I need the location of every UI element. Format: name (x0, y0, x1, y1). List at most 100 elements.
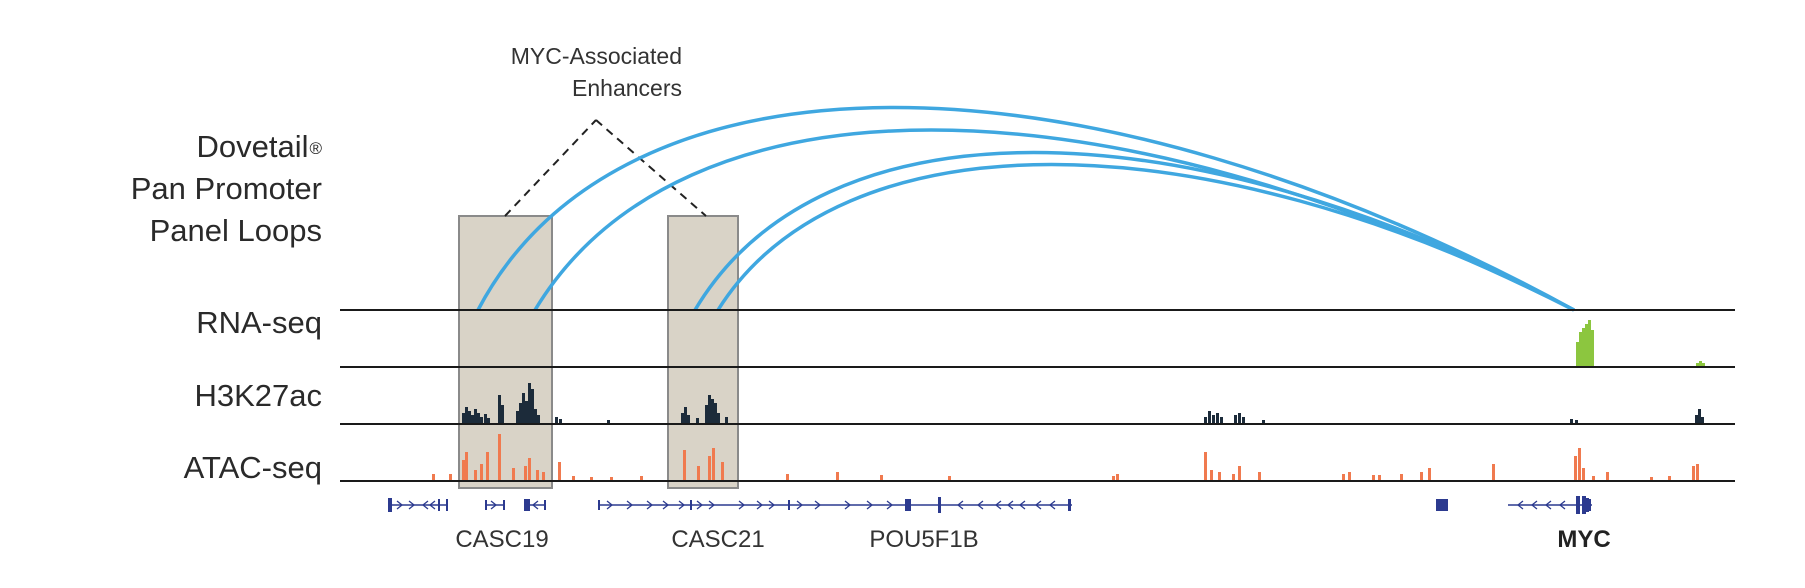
gene-strand-chevron (531, 500, 539, 510)
rna-peaks-bar (1585, 324, 1588, 366)
gene-label-casc21: CASC21 (671, 526, 765, 553)
atac-peaks-bar (708, 456, 711, 480)
atac-peaks-bar (465, 452, 468, 480)
atac-peaks-bar (948, 476, 951, 480)
atac-peaks-bar (786, 474, 789, 480)
gene-exon (1589, 499, 1591, 511)
atac-peaks-bar (1582, 468, 1585, 480)
h3-peaks-bar (1695, 415, 1698, 423)
gene-strand-chevron (1048, 500, 1056, 510)
rna-peaks-bar (1582, 328, 1585, 366)
gene-strand-chevron (1018, 500, 1026, 510)
loop-arc-3 (693, 150, 1575, 312)
h3-peaks-bar (525, 401, 528, 423)
gene-exon (446, 499, 448, 511)
gene-exon (1068, 499, 1071, 511)
gene-strand-chevron (626, 500, 634, 510)
atac-peaks-bar (462, 460, 465, 480)
gene-strand-chevron (490, 500, 498, 510)
h3-peaks-bar (465, 407, 468, 423)
track-label-rna-seq: RNA-seq (196, 305, 322, 340)
gene-strand-chevron (1006, 500, 1014, 510)
atac-peaks-bar (449, 474, 452, 480)
h3-peaks-bar (1575, 420, 1578, 423)
atac-peaks-bar (1574, 456, 1577, 480)
h3-peaks-bar (462, 413, 465, 423)
rna-peaks-bar (1696, 363, 1699, 366)
atac-peaks-bar (1232, 474, 1235, 480)
h3-peaks-bar (1212, 415, 1215, 423)
atac-peaks-bar (697, 466, 700, 480)
h3-peaks-bar (555, 417, 558, 423)
gene-label-myc: MYC (1557, 526, 1611, 553)
gene-strand-chevron (844, 500, 852, 510)
gene-exon (544, 500, 546, 510)
gene-strand-chevron (1544, 500, 1552, 510)
gene-strand-chevron (768, 500, 776, 510)
h3-peaks-bar (725, 417, 728, 423)
h3-peaks-bar (531, 389, 534, 423)
panel-title-line1: Dovetail (196, 129, 309, 164)
atac-peaks-bar (542, 472, 545, 480)
atac-peaks-bar (1578, 448, 1581, 480)
atac-peaks-bar (1342, 474, 1345, 480)
h3-peaks-bar (528, 383, 531, 423)
atac-peaks-bar (1258, 472, 1261, 480)
gene-strand-chevron (886, 500, 894, 510)
atac-peaks-bar (1378, 475, 1381, 480)
atac-peaks-bar (474, 470, 477, 480)
h3-peaks-bar (534, 409, 537, 423)
chromatin-loops (476, 105, 1575, 312)
gene-exon (690, 500, 692, 510)
gene-strand-chevron (738, 500, 746, 510)
atac-peaks-bar (1116, 474, 1119, 480)
atac-peaks-bar (1204, 452, 1207, 480)
rna-peaks-bar (1576, 342, 1579, 366)
h3-peaks-bar (708, 395, 711, 423)
h3-peaks-bar (1216, 413, 1219, 423)
gene-strand-chevron (662, 500, 670, 510)
gene-exon (788, 500, 790, 510)
gene-strand-chevron (646, 500, 654, 510)
gene-exon (524, 499, 530, 511)
h3-peaks-bar (559, 419, 562, 423)
atac-peaks-bar (880, 475, 883, 480)
h3-peaks-bar (498, 395, 501, 423)
registered-mark: ® (309, 139, 322, 158)
gene-strand-chevron (1558, 500, 1566, 510)
gene-strand-chevron (428, 500, 436, 510)
h3-peaks-bar (711, 399, 714, 423)
h3-peaks-bar (1238, 413, 1241, 423)
atac-peaks-bar (1492, 464, 1495, 480)
atac-peaks-bar (1668, 476, 1671, 480)
atac-peaks-bar (1218, 472, 1221, 480)
atac-peaks-bar (610, 477, 613, 480)
panel-title-line3: Panel Loops (149, 213, 322, 248)
atac-peaks-bar (712, 448, 715, 480)
h3-peaks-bar (484, 414, 487, 423)
enhancer-annotation: MYC-Associated Enhancers (420, 40, 682, 104)
h3-peaks-bar (474, 409, 477, 423)
atac-peaks-bar (572, 476, 575, 480)
annotation-dashed-lines (504, 119, 707, 217)
atac-peaks-bar (480, 464, 483, 480)
atac-peaks-bar (721, 462, 724, 480)
gene-exon (938, 497, 941, 513)
atac-peaks-bar (498, 434, 501, 480)
gene-models (388, 496, 1592, 514)
gene-strand-chevron (396, 500, 404, 510)
gene-exon (388, 498, 392, 512)
atac-peaks-bar (1348, 472, 1351, 480)
gene-exon (1582, 496, 1586, 514)
gene-exon (905, 499, 911, 511)
track-label-h3k27ac: H3K27ac (194, 378, 322, 413)
atac-peaks-bar (683, 450, 686, 480)
h3-peaks-bar (519, 403, 522, 423)
gene-exon (503, 500, 505, 510)
h3-peaks-bar (1220, 417, 1223, 423)
h3-peaks-bar (705, 405, 708, 423)
track-label-atac-seq: ATAC-seq (183, 450, 322, 485)
gene-strand-chevron (708, 500, 716, 510)
